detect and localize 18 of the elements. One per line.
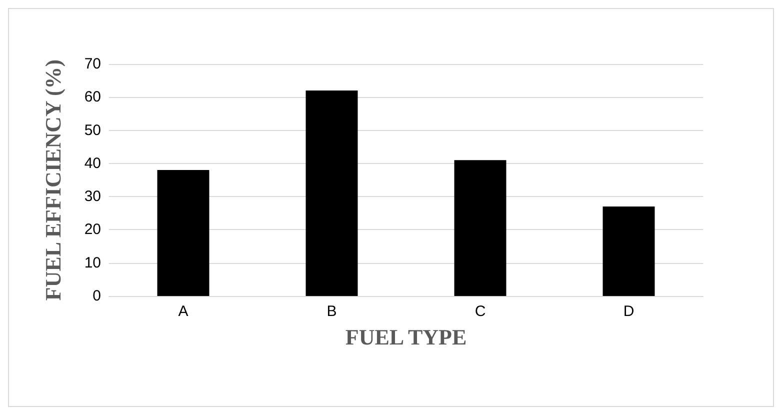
bar [602, 206, 655, 296]
y-tick-label: 40 [84, 154, 101, 172]
x-tick-label: A [178, 303, 188, 320]
x-tick-label: B [326, 303, 337, 320]
y-tick-label: 30 [84, 188, 101, 206]
y-tick-label: 60 [84, 88, 101, 106]
y-tick-label: 20 [84, 221, 101, 238]
y-axis-title: FUEL EFFICIENCY (%) [40, 59, 66, 301]
x-tick-label: D [623, 303, 634, 320]
x-tick-label: C [474, 303, 486, 320]
y-tick-label: 0 [92, 288, 101, 304]
y-tick-label: 70 [84, 56, 101, 72]
bar [306, 90, 358, 296]
bar [454, 160, 506, 296]
y-tick-label: 10 [84, 254, 101, 272]
bar [157, 170, 210, 296]
y-tick-label: 50 [84, 122, 101, 139]
x-axis-title: FUEL TYPE [345, 324, 467, 350]
